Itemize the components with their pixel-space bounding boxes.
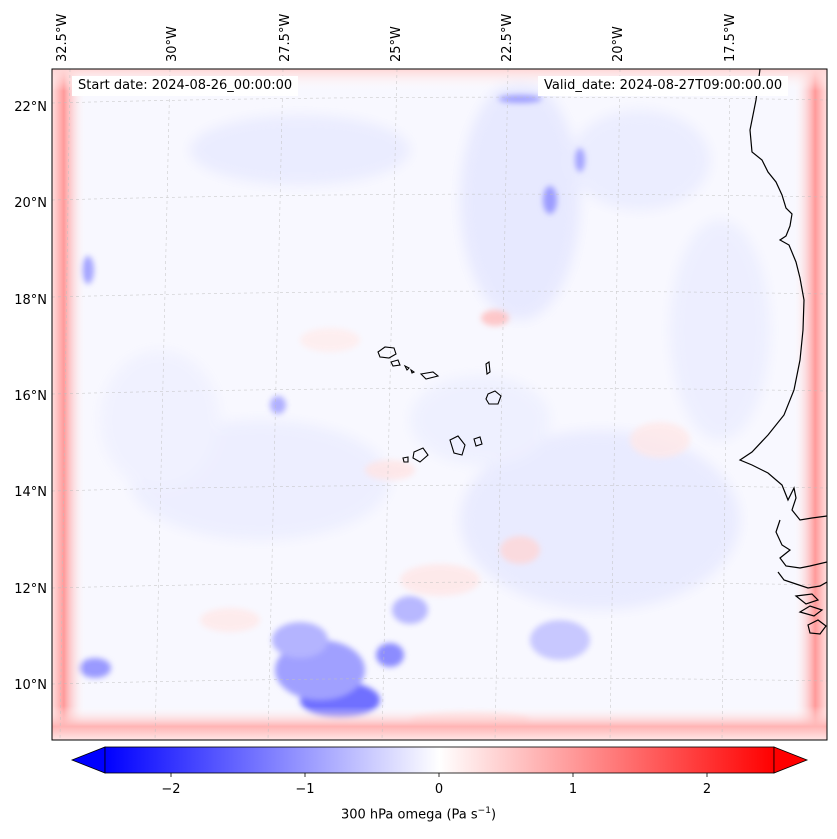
- start-date-label: Start date: 2024-08-26_00:00:00: [72, 76, 299, 96]
- cape-verde-islands: [377, 346, 502, 463]
- coastline: [738, 69, 827, 635]
- colorbar-tick: 1: [569, 782, 577, 797]
- colorbar-body: [104, 746, 775, 774]
- colorbar-label: 300 hPa omega (Pa s−1): [0, 806, 837, 822]
- lat-label: 22°N: [14, 100, 47, 115]
- lat-label: 12°N: [14, 582, 47, 597]
- valid-date-label: Valid_date: 2024-08-27T09:00:00.00: [538, 76, 789, 96]
- lon-label: 27.5°W: [278, 14, 293, 62]
- colorbar-tick: −1: [295, 782, 314, 797]
- lon-label: 17.5°W: [723, 14, 738, 62]
- colorbar-label-close: ): [490, 807, 497, 823]
- colorbar-extend-left: [70, 746, 106, 774]
- colorbar-label-exponent: −1: [477, 806, 491, 816]
- lat-label: 14°N: [14, 485, 47, 500]
- lat-label: 18°N: [14, 293, 47, 308]
- lon-label: 30°W: [165, 26, 180, 62]
- lon-label: 25°W: [389, 26, 404, 62]
- colorbar-tick: −2: [161, 782, 180, 797]
- colorbar-extend-right: [773, 746, 809, 774]
- colorbar-label-text: 300 hPa omega (Pa s: [340, 807, 478, 823]
- lon-label: 32.5°W: [55, 14, 70, 62]
- lat-label: 20°N: [14, 196, 47, 211]
- longitude-labels: 32.5°W 30°W 27.5°W 25°W 22.5°W 20°W 17.5…: [55, 14, 738, 62]
- lat-label: 10°N: [14, 678, 47, 693]
- latitude-labels: 22°N 20°N 18°N 16°N 14°N 12°N 10°N: [14, 100, 47, 693]
- lon-label: 20°W: [611, 26, 626, 62]
- gridlines: [52, 69, 827, 740]
- colorbar-tick: 0: [435, 782, 443, 797]
- lat-label: 16°N: [14, 389, 47, 404]
- lon-label: 22.5°W: [500, 14, 515, 62]
- omega-field: [52, 69, 827, 740]
- colorbar: −2 −1 0 1 2: [70, 746, 809, 797]
- colorbar-tick: 2: [703, 782, 711, 797]
